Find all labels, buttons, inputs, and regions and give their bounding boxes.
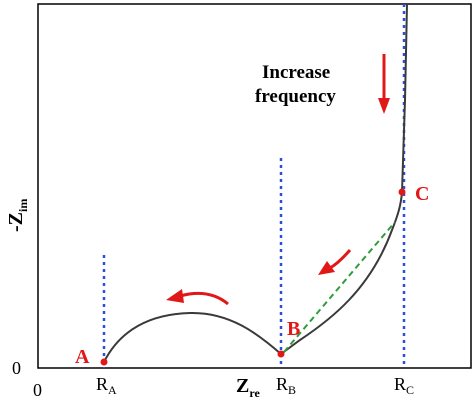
annotation-line-1: Increase (262, 62, 330, 83)
origin-x-label: 0 (33, 380, 42, 400)
tick-label-ra: RA (96, 374, 117, 397)
capacitive-line (401, 3, 408, 193)
point-b-label: B (287, 318, 300, 340)
semicircle-curve (103, 311, 282, 363)
point-c-marker (398, 188, 406, 196)
tick-label-rc: RC (394, 374, 414, 397)
y-axis-title: -Zim (5, 199, 30, 232)
point-c-label: C (415, 183, 429, 205)
tick-label-rb: RB (276, 374, 296, 397)
arrow-semicircle-icon (166, 289, 229, 306)
point-a-marker (100, 358, 108, 366)
warburg-curve (280, 191, 403, 355)
point-b-marker (277, 350, 285, 358)
plot-frame (37, 3, 472, 369)
point-a-label: A (75, 346, 90, 368)
x-axis-title: Zre (236, 375, 260, 400)
annotation-line-2: frequency (255, 86, 336, 107)
origin-y-label: 0 (12, 358, 21, 378)
arrow-down-icon (378, 54, 390, 114)
arrow-warburg-icon (318, 249, 352, 275)
warburg-fit-line (283, 221, 396, 353)
